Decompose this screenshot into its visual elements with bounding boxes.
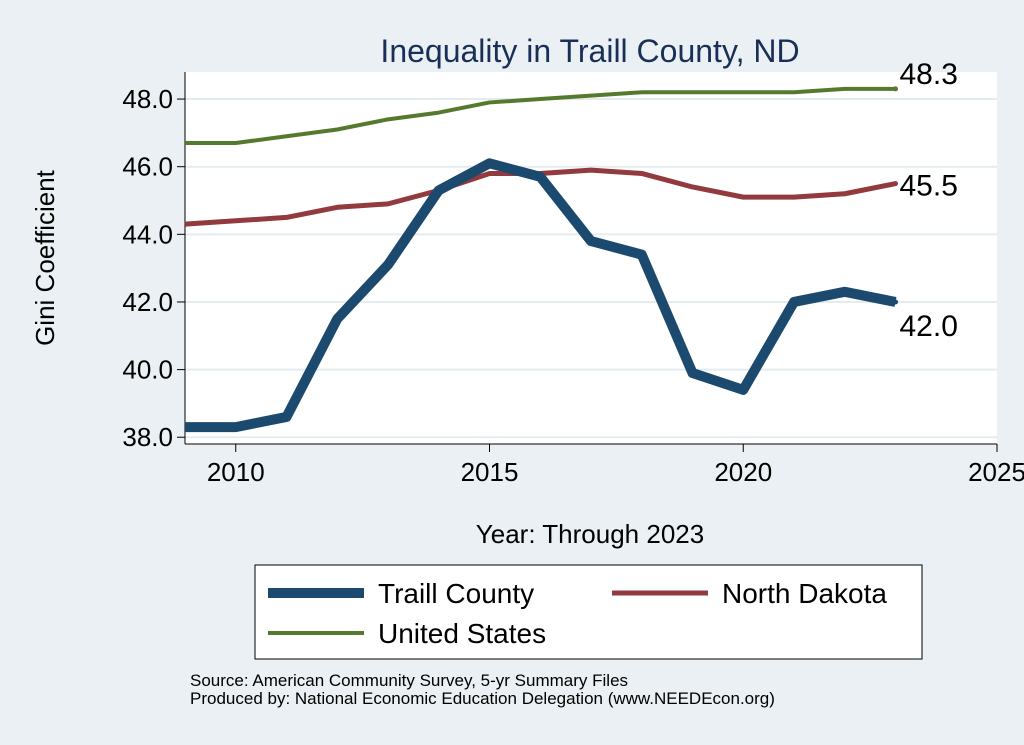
- x-tick-label: 2020: [714, 457, 772, 487]
- y-axis-label: Gini Coefficient: [30, 169, 60, 346]
- y-tick-label: 38.0: [122, 422, 173, 452]
- y-tick-label: 44.0: [122, 219, 173, 249]
- y-tick-label: 48.0: [122, 84, 173, 114]
- series-lines: [184, 86, 898, 433]
- axes: 38.0 40.0 42.0 44.0 46.0 48.0 2010 2015 2020 2025: [122, 72, 1024, 487]
- x-tick-label: 2025: [968, 457, 1024, 487]
- series-line-traill-county: [185, 158, 897, 433]
- chart-title: Inequality in Traill County, ND: [380, 33, 799, 69]
- end-value-label: 45.5: [900, 170, 958, 203]
- series-end-point: [893, 86, 898, 92]
- legend-box: [254, 564, 923, 660]
- plot-area: [185, 72, 997, 444]
- legend-label: United States: [378, 618, 546, 649]
- series-end-point: [893, 181, 898, 187]
- source-line: Source: American Community Survey, 5-yr …: [190, 671, 629, 690]
- end-labels: 48.3 45.5 42.0: [900, 58, 958, 343]
- source-note: Source: American Community Survey, 5-yr …: [190, 672, 775, 708]
- producer-line: Produced by: National Economic Education…: [190, 689, 775, 708]
- end-value-label: 48.3: [900, 58, 958, 91]
- y-tick-label: 46.0: [122, 152, 173, 182]
- series-end-point: [893, 299, 898, 305]
- series-line-united-states: [185, 86, 896, 146]
- legend-label: Traill County: [378, 578, 534, 609]
- x-axis-label: Year: Through 2023: [476, 519, 704, 549]
- end-value-label: 42.0: [900, 310, 958, 343]
- legend-label: North Dakota: [722, 578, 887, 609]
- x-tick-label: 2010: [207, 457, 265, 487]
- y-tick-label: 40.0: [122, 355, 173, 385]
- y-tick-label: 42.0: [122, 287, 173, 317]
- x-tick-label: 2015: [461, 457, 519, 487]
- legend: Traill County North Dakota United States: [254, 564, 923, 660]
